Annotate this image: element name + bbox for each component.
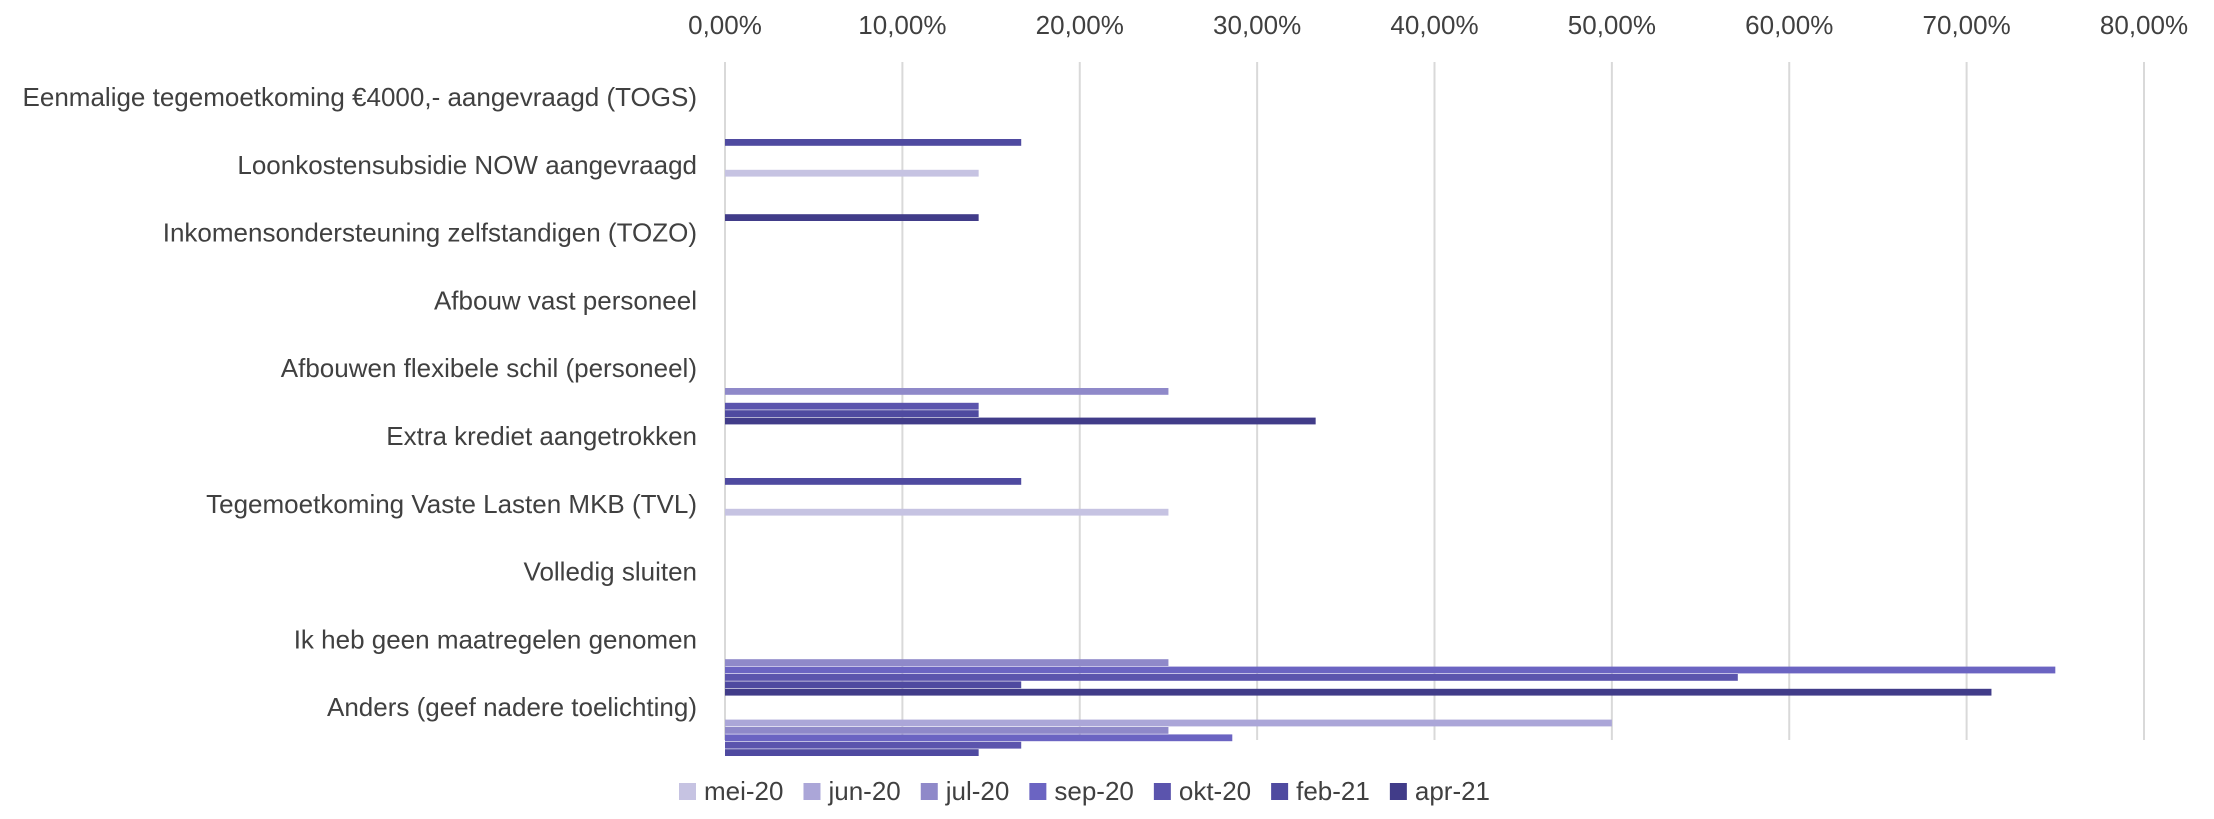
bar (725, 666, 2056, 674)
legend-swatch (1029, 783, 1047, 800)
category-label: Volledig sluiten (524, 557, 697, 587)
category-label: Loonkostensubsidie NOW aangevraagd (237, 150, 697, 180)
legend-label: okt-20 (1179, 776, 1251, 806)
bar (725, 741, 1022, 749)
legend-item: okt-20 (1153, 776, 1251, 806)
legend: mei-20 jun-20 jul-20 sep-20 okt-20 feb-21 apr-… (679, 776, 1490, 806)
x-tick-label: 70,00% (1923, 10, 2011, 40)
legend-label: feb-21 (1296, 776, 1370, 806)
bar (725, 681, 1022, 689)
legend-item: feb-21 (1271, 776, 1370, 806)
legend-swatch (679, 783, 696, 800)
bar (725, 410, 979, 417)
bar (725, 478, 1022, 485)
bar (725, 388, 1169, 395)
category-label: Tegemoetkoming Vaste Lasten MKB (TVL) (206, 489, 697, 519)
legend-label: jul-20 (945, 776, 1010, 806)
category-label: Anders (geef nadere toelichting) (327, 692, 697, 722)
gridlines (724, 62, 2145, 740)
bar (725, 169, 979, 177)
bar (725, 674, 1738, 681)
category-label: Inkomensondersteuning zelfstandigen (TOZ… (163, 218, 697, 248)
bar (725, 749, 979, 756)
legend-item: sep-20 (1029, 776, 1134, 806)
legend-swatch (803, 783, 821, 800)
legend-swatch (1271, 783, 1289, 800)
x-tick-label: 60,00% (1745, 10, 1833, 40)
x-tick-label: 50,00% (1568, 10, 1656, 40)
bars (725, 139, 2056, 756)
x-tick-label: 30,00% (1213, 10, 1301, 40)
legend-swatch (920, 783, 938, 800)
bar (725, 402, 979, 410)
category-label: Extra krediet aangetrokken (386, 421, 697, 451)
legend-swatch (1153, 783, 1171, 800)
legend-item: jun-20 (803, 776, 901, 806)
bar (725, 214, 979, 221)
bar (725, 688, 1992, 696)
category-label: Afbouwen flexibele schil (personeel) (281, 353, 697, 383)
category-label: Afbouw vast personeel (434, 285, 697, 315)
legend-item: jul-20 (920, 776, 1010, 806)
legend-label: apr-21 (1415, 776, 1490, 806)
legend-item: mei-20 (679, 776, 783, 806)
bar (725, 719, 1612, 727)
legend-label: jun-20 (827, 776, 900, 806)
bar (725, 508, 1169, 516)
bar (725, 727, 1169, 734)
bar (725, 734, 1233, 742)
legend-label: sep-20 (1054, 776, 1134, 806)
bar (725, 139, 1022, 146)
legend-item: apr-21 (1389, 776, 1490, 806)
bar (725, 417, 1316, 425)
x-tick-label: 0,00% (688, 10, 762, 40)
x-tick-label: 40,00% (1390, 10, 1478, 40)
bar (725, 659, 1169, 666)
x-tick-label: 80,00% (2100, 10, 2188, 40)
category-label: Eenmalige tegemoetkoming €4000,- aangevr… (23, 82, 697, 112)
x-axis-tick-labels: 0,00% 10,00% 20,00% 30,00% 40,00% 50,00% 60,00… (688, 10, 2188, 40)
legend-label: mei-20 (704, 776, 783, 806)
x-tick-label: 20,00% (1036, 10, 1124, 40)
category-label: Ik heb geen maatregelen genomen (294, 624, 697, 654)
legend-swatch (1389, 783, 1407, 800)
x-tick-label: 10,00% (858, 10, 946, 40)
category-labels: Eenmalige tegemoetkoming €4000,- aangevr… (23, 82, 697, 722)
